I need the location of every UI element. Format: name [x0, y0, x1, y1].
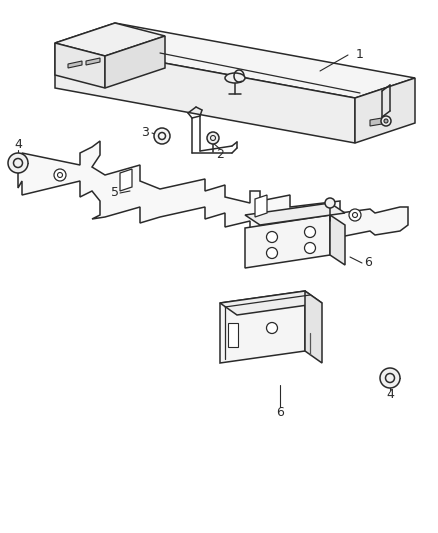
Polygon shape [220, 291, 322, 315]
Polygon shape [305, 291, 322, 363]
Circle shape [266, 322, 278, 334]
Polygon shape [245, 215, 330, 268]
Polygon shape [355, 78, 415, 143]
Polygon shape [220, 291, 305, 363]
Circle shape [349, 209, 361, 221]
Polygon shape [55, 43, 355, 143]
Circle shape [380, 368, 400, 388]
Ellipse shape [225, 73, 245, 83]
Text: 6: 6 [364, 256, 372, 270]
Circle shape [304, 243, 315, 254]
Polygon shape [55, 43, 105, 88]
Circle shape [207, 132, 219, 144]
Circle shape [381, 116, 391, 126]
Circle shape [304, 227, 315, 238]
Polygon shape [120, 169, 132, 191]
Polygon shape [370, 117, 388, 126]
Circle shape [8, 153, 28, 173]
Polygon shape [55, 23, 165, 56]
Polygon shape [245, 203, 345, 225]
Circle shape [384, 119, 388, 123]
Circle shape [154, 128, 170, 144]
Polygon shape [330, 215, 345, 265]
Circle shape [266, 231, 278, 243]
Text: 4: 4 [14, 139, 22, 151]
Text: 4: 4 [386, 389, 394, 401]
Text: 2: 2 [216, 149, 224, 161]
Circle shape [54, 169, 66, 181]
Polygon shape [105, 36, 165, 88]
Text: 6: 6 [276, 407, 284, 419]
FancyBboxPatch shape [228, 323, 238, 347]
Text: 1: 1 [356, 49, 364, 61]
Polygon shape [255, 195, 267, 217]
Polygon shape [68, 61, 82, 68]
Polygon shape [18, 141, 408, 237]
Circle shape [325, 198, 335, 208]
Text: 5: 5 [111, 187, 119, 199]
Polygon shape [86, 58, 100, 65]
Text: 3: 3 [141, 126, 149, 140]
Circle shape [266, 247, 278, 259]
Polygon shape [55, 23, 415, 98]
